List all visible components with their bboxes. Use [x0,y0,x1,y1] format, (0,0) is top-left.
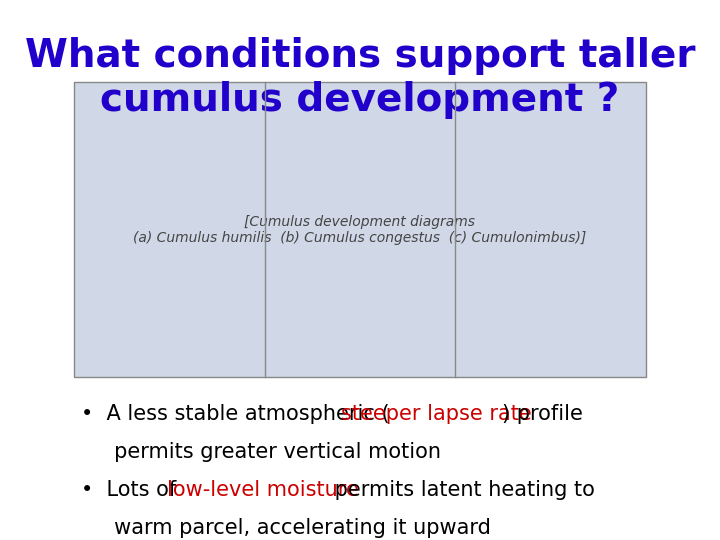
Text: permits greater vertical motion: permits greater vertical motion [81,442,441,462]
Text: low-level moisture: low-level moisture [166,480,359,500]
Text: •  Lots of: • Lots of [81,480,182,500]
Text: ) profile: ) profile [502,404,582,424]
Text: permits latent heating to: permits latent heating to [328,480,595,500]
Text: steeper lapse rate: steeper lapse rate [341,404,531,424]
Text: [Cumulus development diagrams
(a) Cumulus humilis  (b) Cumulus congestus  (c) Cu: [Cumulus development diagrams (a) Cumulu… [133,214,587,245]
Text: •  A less stable atmospheric (: • A less stable atmospheric ( [81,404,390,424]
Text: What conditions support taller
cumulus development ?: What conditions support taller cumulus d… [24,37,696,119]
Text: warm parcel, accelerating it upward: warm parcel, accelerating it upward [81,518,490,538]
FancyBboxPatch shape [74,82,646,377]
